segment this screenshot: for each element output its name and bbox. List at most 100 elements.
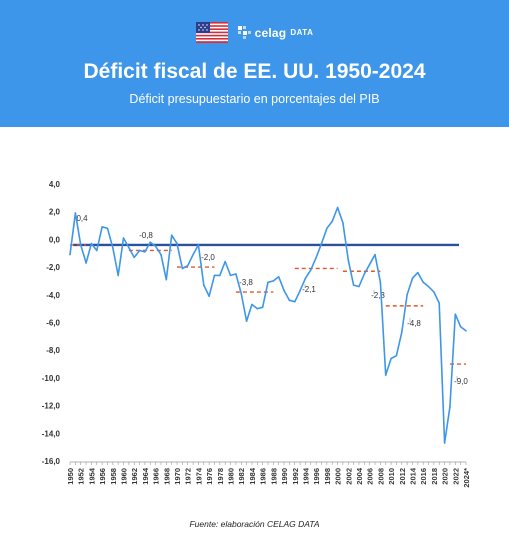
y-tick-label: -2,0 bbox=[46, 263, 60, 272]
data-point bbox=[459, 325, 462, 328]
x-tick-label: 1976 bbox=[205, 468, 214, 485]
x-tick-label: 1998 bbox=[323, 468, 332, 485]
data-point bbox=[310, 269, 312, 271]
data-point bbox=[261, 306, 264, 309]
data-point bbox=[240, 292, 243, 295]
data-point bbox=[326, 227, 328, 230]
header-banner: celag DATA Déficit fiscal de EE. UU. 195… bbox=[0, 0, 509, 127]
y-tick-label: -4,0 bbox=[46, 291, 60, 300]
data-point bbox=[202, 284, 205, 286]
data-point bbox=[235, 273, 237, 275]
period-average-label: -3,8 bbox=[239, 278, 253, 287]
x-tick-label: 1986 bbox=[259, 468, 268, 485]
data-point bbox=[433, 291, 435, 293]
data-point bbox=[379, 281, 382, 284]
x-tick-label: 2018 bbox=[430, 468, 439, 485]
x-tick-label: 1996 bbox=[312, 468, 321, 485]
data-point bbox=[69, 253, 71, 256]
period-average-label: 0,4 bbox=[76, 214, 88, 223]
data-point bbox=[186, 264, 189, 267]
data-point bbox=[352, 284, 355, 286]
data-point bbox=[395, 354, 398, 357]
data-point bbox=[320, 242, 323, 245]
x-tick-label: 2016 bbox=[419, 468, 428, 485]
period-average-label: -2,0 bbox=[201, 253, 215, 262]
x-tick-label: 1956 bbox=[98, 468, 107, 485]
data-point bbox=[101, 226, 103, 228]
x-tick-label: 1958 bbox=[109, 468, 118, 485]
y-tick-label: 0,0 bbox=[49, 235, 61, 244]
data-point bbox=[133, 256, 136, 259]
data-point bbox=[144, 251, 146, 253]
data-point bbox=[138, 249, 141, 252]
data-point bbox=[197, 244, 200, 246]
data-point bbox=[454, 313, 457, 315]
data-point bbox=[363, 273, 366, 275]
data-point bbox=[90, 242, 93, 245]
x-tick-label: 1952 bbox=[77, 468, 86, 485]
data-point bbox=[267, 281, 269, 284]
data-point bbox=[219, 274, 221, 277]
celag-logo: celag DATA bbox=[237, 26, 314, 40]
data-point bbox=[342, 221, 344, 224]
usa-flag-icon bbox=[195, 22, 228, 43]
data-point bbox=[411, 277, 414, 279]
logo-row: celag DATA bbox=[0, 22, 509, 43]
data-point bbox=[422, 281, 424, 284]
x-tick-label: 1962 bbox=[130, 468, 139, 485]
data-point bbox=[213, 274, 216, 277]
x-tick-label: 1988 bbox=[269, 468, 278, 485]
data-point bbox=[160, 253, 162, 256]
data-point bbox=[181, 267, 184, 270]
brand-suffix: DATA bbox=[290, 28, 314, 37]
data-point bbox=[368, 263, 371, 266]
data-point bbox=[427, 285, 430, 288]
x-tick-label: 1960 bbox=[120, 468, 129, 485]
x-tick-label: 1972 bbox=[184, 468, 193, 485]
x-tick-label: 1978 bbox=[216, 468, 225, 485]
period-average-label: -2,3 bbox=[371, 291, 385, 300]
y-axis: 4,0 2,0 0,0 -2,0 -4,0 -6,0 -8,0 -10,0 -12,0 -14,0… bbox=[42, 180, 61, 466]
x-tick-label: 1950 bbox=[66, 468, 75, 485]
x-tick-label: 2010 bbox=[387, 468, 396, 485]
data-point bbox=[315, 256, 317, 259]
data-point bbox=[336, 206, 339, 209]
x-tick-label: 1964 bbox=[141, 467, 150, 485]
x-tick-label: 2014 bbox=[408, 467, 417, 485]
data-point bbox=[374, 253, 376, 256]
data-point bbox=[245, 320, 248, 322]
x-tick-label: 1980 bbox=[227, 468, 236, 485]
data-point bbox=[400, 331, 403, 333]
data-point bbox=[449, 406, 451, 408]
y-tick-label: -6,0 bbox=[46, 319, 60, 328]
x-tick-label: 2012 bbox=[398, 468, 407, 485]
series-group bbox=[69, 206, 467, 444]
y-tick-label: 2,0 bbox=[49, 208, 61, 217]
data-point bbox=[128, 246, 130, 249]
x-tick-label: 1974 bbox=[194, 467, 203, 485]
data-point bbox=[438, 302, 441, 304]
data-point bbox=[406, 294, 408, 296]
period-average-label: -0,8 bbox=[139, 231, 153, 240]
data-point bbox=[347, 259, 350, 261]
data-point bbox=[106, 227, 109, 230]
data-point bbox=[122, 237, 125, 239]
page-title: Déficit fiscal de EE. UU. 1950-2024 bbox=[83, 60, 426, 83]
x-tick-label: 1990 bbox=[280, 468, 289, 485]
data-point bbox=[443, 442, 446, 444]
data-point bbox=[251, 303, 253, 306]
y-tick-label: -14,0 bbox=[42, 429, 61, 438]
x-tick-label: 1968 bbox=[162, 468, 171, 485]
x-tick-label: 1992 bbox=[291, 468, 300, 485]
y-tick-label: -12,0 bbox=[42, 402, 61, 411]
data-point bbox=[112, 246, 114, 249]
x-tick-label: 1966 bbox=[152, 468, 161, 485]
data-point bbox=[170, 234, 173, 237]
data-point bbox=[283, 289, 285, 292]
data-point bbox=[384, 374, 387, 376]
data-point bbox=[229, 274, 232, 277]
y-tick-label: 4,0 bbox=[49, 180, 61, 189]
celag-mark-icon bbox=[237, 26, 251, 39]
data-point bbox=[358, 285, 360, 288]
x-tick-label: 2020 bbox=[441, 468, 450, 485]
